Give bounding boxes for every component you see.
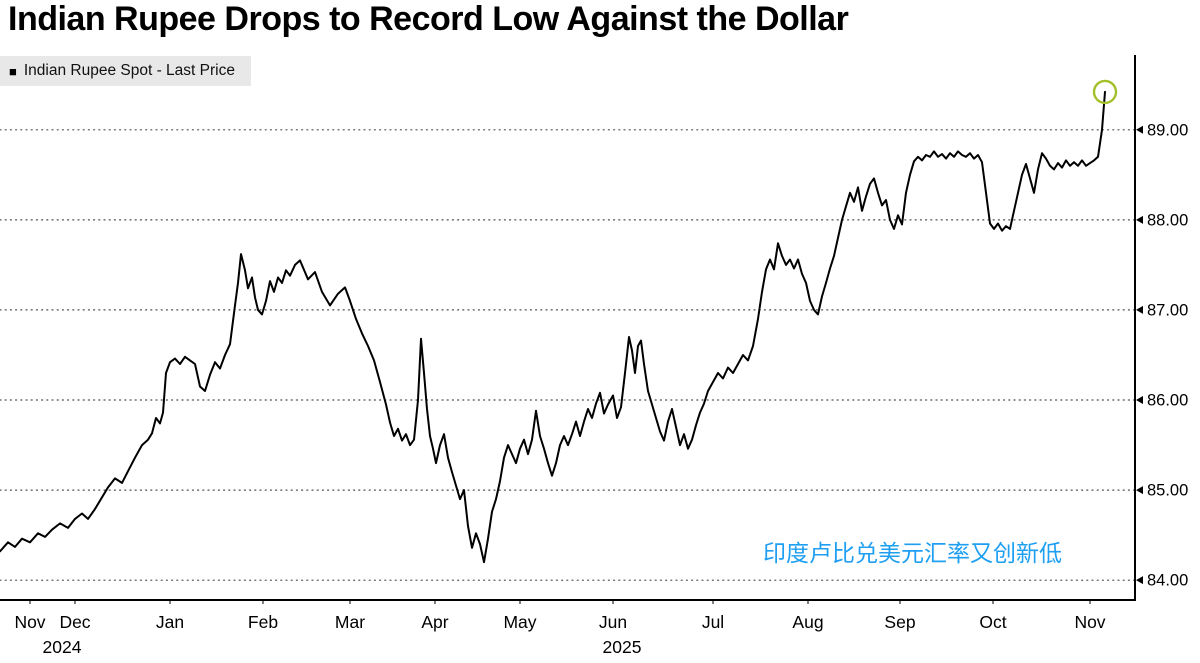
y-tick-marker <box>1136 215 1143 224</box>
x-axis-month-label: Jul <box>702 612 724 632</box>
y-axis-label: 85.00 <box>1147 482 1188 500</box>
price-line <box>0 90 1106 564</box>
x-axis-year-label: 2024 <box>43 637 82 657</box>
x-axis-month-label: Jun <box>599 612 627 632</box>
y-tick-marker <box>1136 396 1143 405</box>
chart-title: Indian Rupee Drops to Record Low Against… <box>8 0 849 38</box>
y-axis-label: 84.00 <box>1147 572 1188 590</box>
x-axis-month-label: Sep <box>884 612 915 632</box>
x-axis-month-label: Oct <box>979 612 1006 632</box>
x-axis-month-label: Nov <box>1074 612 1105 632</box>
x-axis-month-label: Mar <box>335 612 365 632</box>
y-axis-label: 87.00 <box>1147 301 1188 319</box>
x-axis-year-label: 2025 <box>603 637 642 657</box>
annotation-text: 印度卢比兑美元汇率又创新低 <box>763 540 1062 566</box>
x-axis-month-label: Apr <box>421 612 448 632</box>
x-axis-month-label: Jan <box>156 612 184 632</box>
x-axis-month-label: Nov <box>14 612 45 632</box>
y-tick-marker <box>1136 576 1143 585</box>
y-axis-label: 86.00 <box>1147 392 1188 410</box>
y-axis-label: 88.00 <box>1147 211 1188 229</box>
x-axis-month-label: May <box>503 612 536 632</box>
y-axis-label: 89.00 <box>1147 121 1188 139</box>
x-axis-month-label: Feb <box>248 612 278 632</box>
x-axis-month-label: Aug <box>792 612 823 632</box>
legend: ■ Indian Rupee Spot - Last Price <box>0 56 251 86</box>
y-tick-marker <box>1136 486 1143 495</box>
y-tick-marker <box>1136 305 1143 314</box>
legend-label: Indian Rupee Spot - Last Price <box>23 62 235 79</box>
last-price-highlight-circle <box>1092 79 1118 105</box>
y-tick-marker <box>1136 125 1143 134</box>
x-axis-month-label: Dec <box>59 612 90 632</box>
legend-square-icon: ■ <box>9 63 17 79</box>
